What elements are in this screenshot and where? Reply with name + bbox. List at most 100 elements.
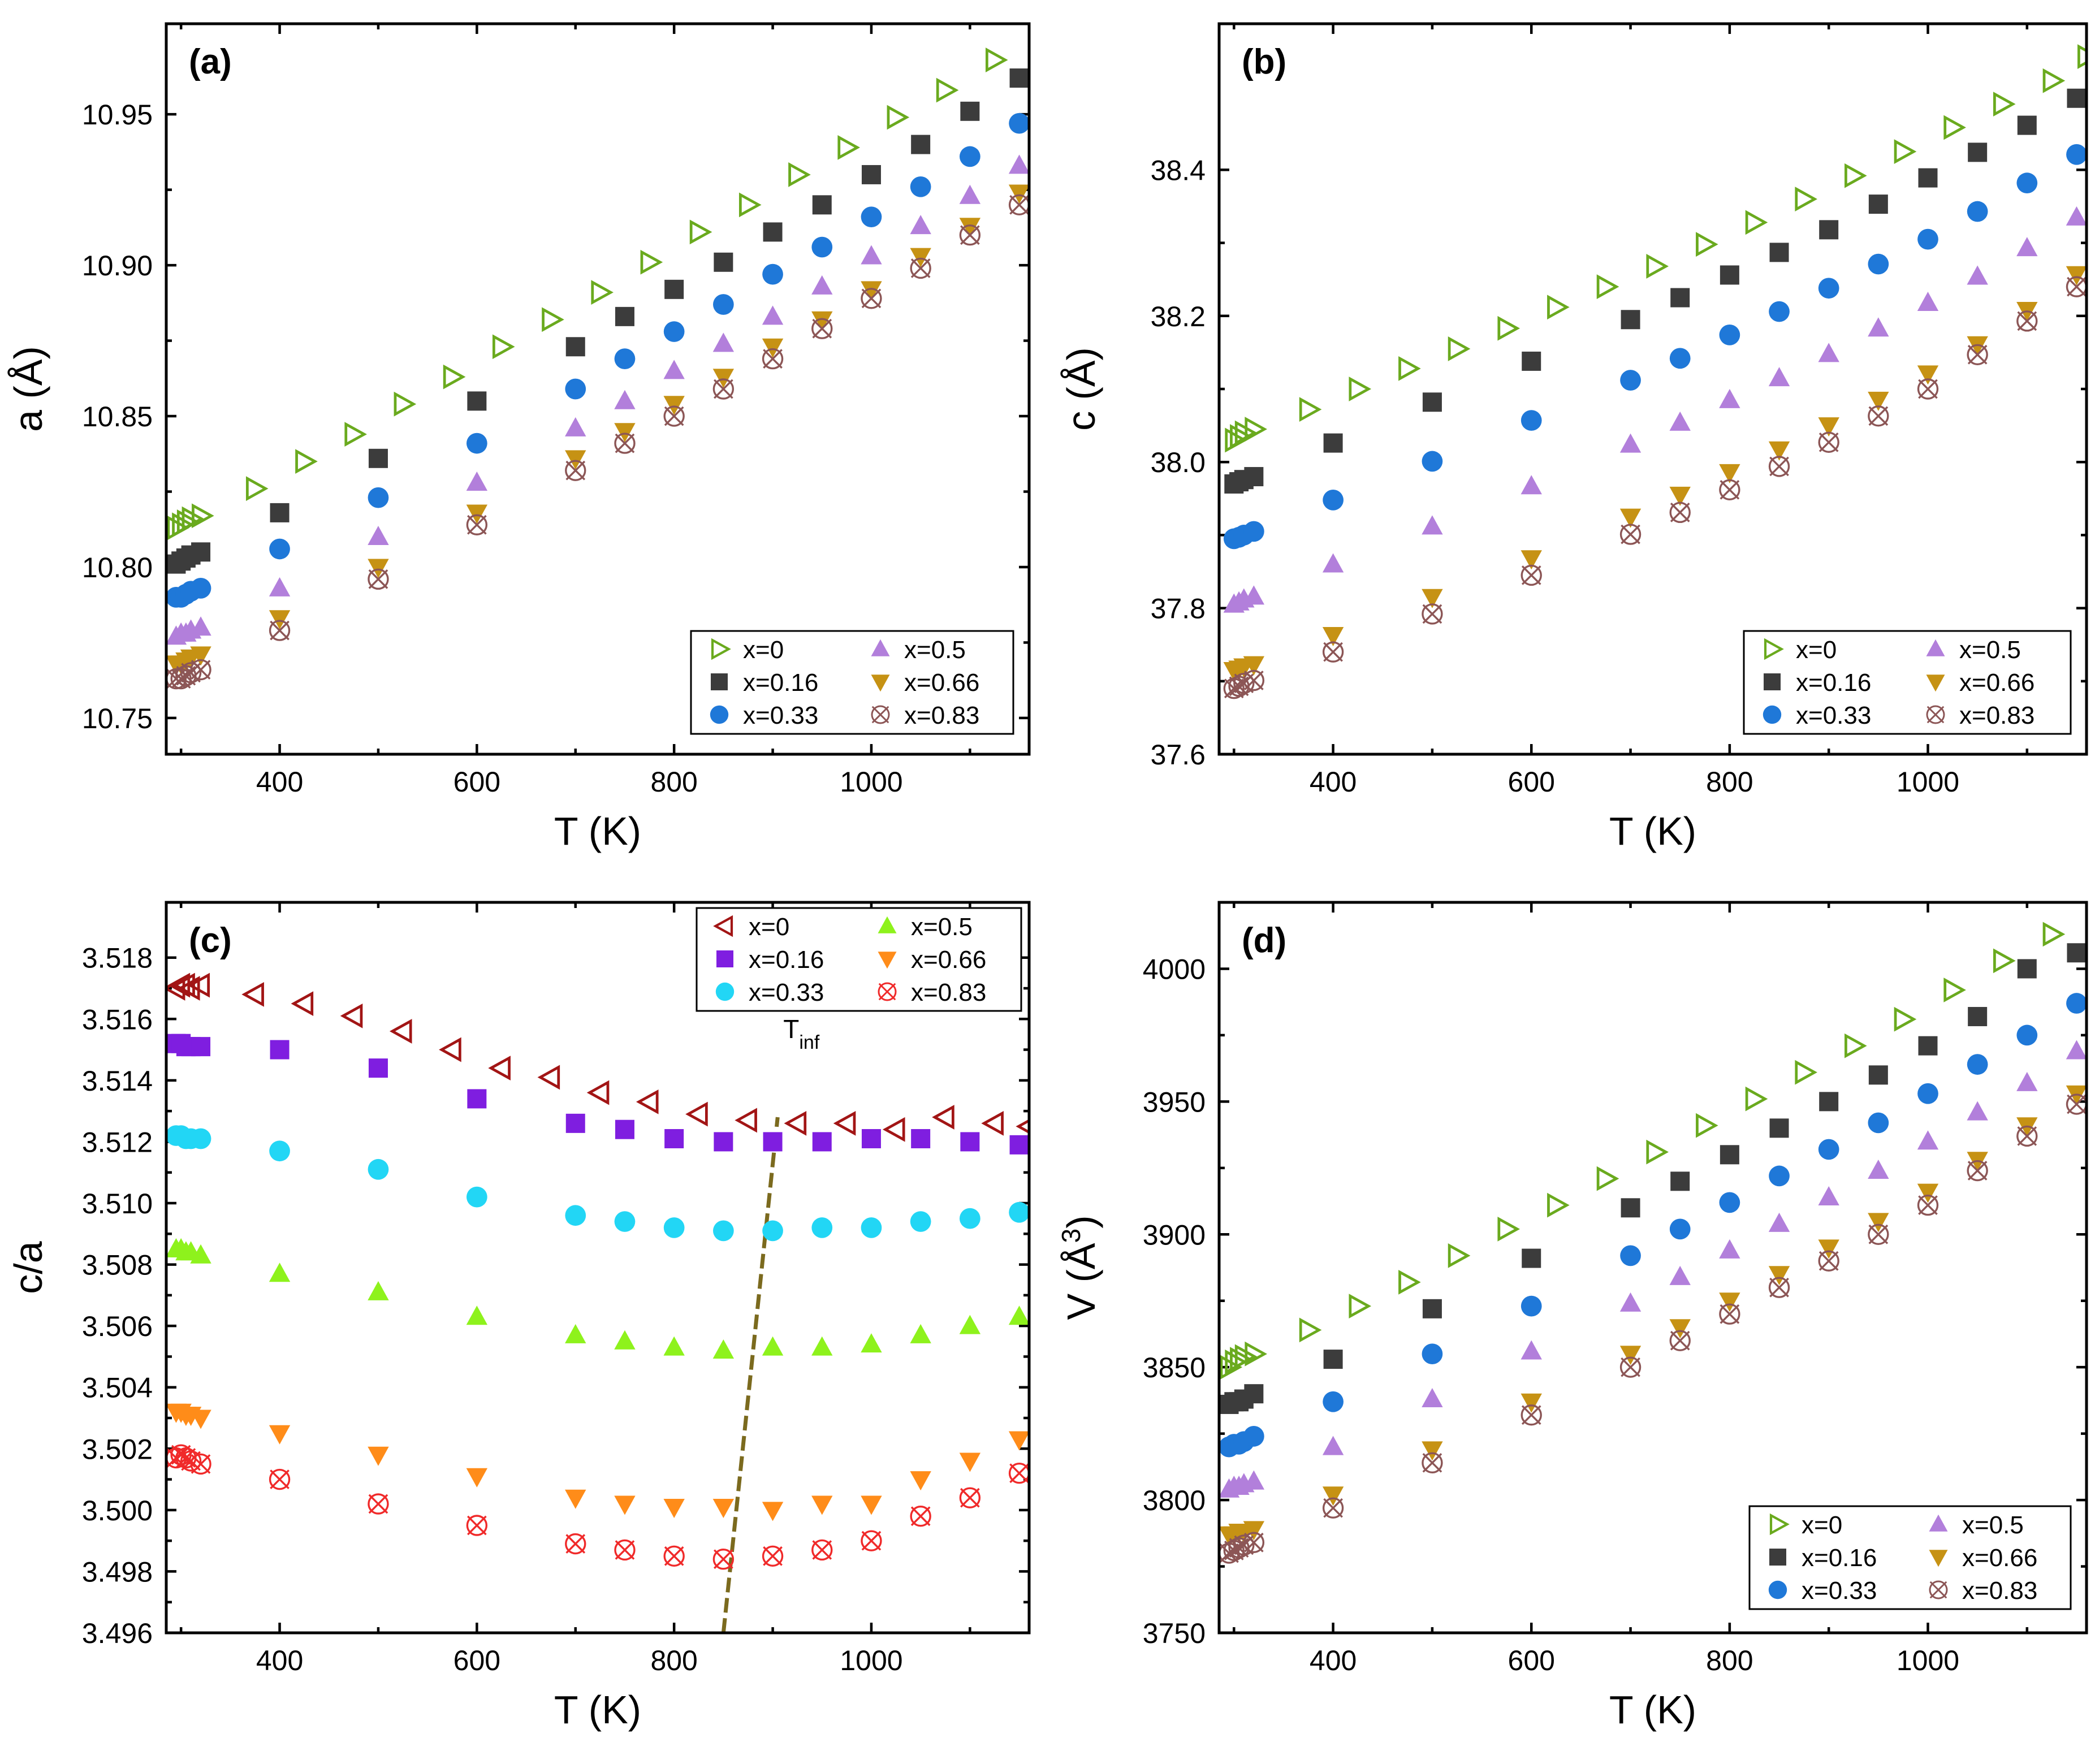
data-point: [1768, 441, 1790, 461]
data-point: [762, 338, 784, 358]
legend-label: x=0.16: [1796, 669, 1871, 697]
data-point: [466, 504, 488, 524]
data-point: [1323, 433, 1343, 453]
data-point: [1669, 1319, 1691, 1339]
data-point: [1619, 433, 1642, 453]
data-point: [614, 433, 636, 454]
y-tick-label: 37.6: [1151, 739, 1206, 771]
data-point: [735, 1108, 757, 1133]
y-tick-label: 3.516: [82, 1004, 153, 1035]
y-tick-label: 3850: [1143, 1352, 1206, 1383]
y-axis-title: V (Å3): [1056, 1215, 1103, 1320]
data-point: [1422, 1452, 1443, 1474]
data-point: [1016, 1119, 1029, 1134]
data-point: [537, 1065, 560, 1090]
legend: x=0 x=0.5 x=0.16 x=0.66 x=0.33 x=0.83: [1743, 630, 2072, 735]
data-point: [811, 1495, 833, 1515]
data-point: [861, 245, 882, 265]
data-point: [269, 1263, 291, 1282]
data-point: [1497, 315, 1521, 341]
legend-label: x=0.33: [1796, 702, 1871, 729]
data-point: [1917, 1194, 1939, 1216]
data-point: [837, 135, 860, 160]
data-point: [1323, 1391, 1344, 1412]
data-point: [1669, 1330, 1691, 1351]
data-point: [712, 1339, 735, 1359]
legend-marker: [878, 952, 897, 969]
panel-c: 400 600 800 1000 3.496 3.498 3.500 3.502 3.504 3.…: [6, 901, 1031, 1732]
data-point: [833, 1110, 856, 1136]
y-axis-title: a (Å): [6, 346, 50, 432]
data-point: [1720, 265, 1739, 285]
data-point: [1918, 1036, 1938, 1056]
legend-label: x=0.66: [1962, 1544, 2037, 1572]
series-x=0.33: [166, 113, 1029, 608]
data-point: [811, 1217, 833, 1238]
panel-b: 400 600 800 1000 37.6 37.8 38.0 38.2 38.4 T (K) c …: [1059, 22, 2088, 853]
series-points: [1219, 922, 2087, 1564]
series-x=0.33: [1219, 993, 2087, 1458]
legend-marker: [1926, 639, 1945, 656]
data-point: [1768, 367, 1790, 387]
data-point: [663, 360, 685, 379]
data-point: [712, 1498, 735, 1518]
data-point: [1008, 1463, 1029, 1484]
y-tick-label: 3.512: [82, 1126, 153, 1158]
data-point: [1967, 201, 1988, 222]
series-x=0.83: [1223, 276, 2087, 699]
data-point: [762, 263, 783, 285]
data-point: [1322, 641, 1344, 663]
data-point: [1818, 1139, 1839, 1160]
data-point: [269, 610, 291, 630]
data-point: [1619, 1292, 1642, 1312]
legend-marker: [715, 982, 735, 1001]
data-point: [2042, 922, 2066, 947]
data-point: [1245, 1341, 1267, 1367]
data-point: [1768, 1277, 1790, 1298]
data-point: [1795, 187, 1817, 211]
y-tick-label: 3.504: [82, 1372, 153, 1404]
data-point: [2067, 943, 2087, 963]
data-point: [910, 1471, 931, 1491]
data-point: [1521, 1340, 1542, 1360]
legend-marker: [878, 916, 897, 933]
data-point: [241, 982, 264, 1007]
data-point: [812, 195, 832, 215]
legend-label: x=0.5: [904, 636, 966, 664]
data-point: [368, 1281, 389, 1300]
data-point: [1868, 1159, 1889, 1179]
data-point: [811, 311, 833, 331]
data-point: [1993, 948, 2016, 974]
data-point: [1243, 1470, 1265, 1490]
data-point: [466, 433, 487, 454]
data-point: [861, 165, 881, 184]
series-x=0.5: [166, 154, 1029, 645]
data-point: [1868, 253, 1889, 275]
data-point: [1521, 1393, 1542, 1413]
x-axis-title: T (K): [1609, 809, 1696, 853]
data-point: [910, 1506, 931, 1527]
legend-label: x=0.33: [1802, 1577, 1877, 1605]
data-point: [565, 460, 586, 481]
data-point: [1243, 1532, 1265, 1553]
data-point: [2016, 1024, 2038, 1046]
data-point: [1621, 310, 1640, 330]
data-point: [615, 1119, 634, 1139]
series-x=0.83: [166, 194, 1029, 690]
y-tick-label: 3.518: [82, 942, 153, 974]
legend-marker: [1926, 675, 1945, 692]
data-point: [1968, 1007, 1988, 1027]
series-x=0: [166, 972, 1029, 1142]
legend-box: [696, 907, 1022, 1012]
data-point: [1448, 1243, 1471, 1268]
data-point: [1917, 228, 1938, 250]
data-point: [1818, 431, 1839, 453]
data-point: [1669, 1218, 1691, 1240]
data-point: [1769, 1165, 1790, 1187]
legend-box: [690, 630, 1014, 735]
data-point: [713, 1220, 734, 1242]
data-point: [959, 218, 981, 237]
data-point: [191, 542, 211, 562]
legend-label: x=0.16: [1802, 1544, 1877, 1572]
data-point: [910, 248, 931, 267]
